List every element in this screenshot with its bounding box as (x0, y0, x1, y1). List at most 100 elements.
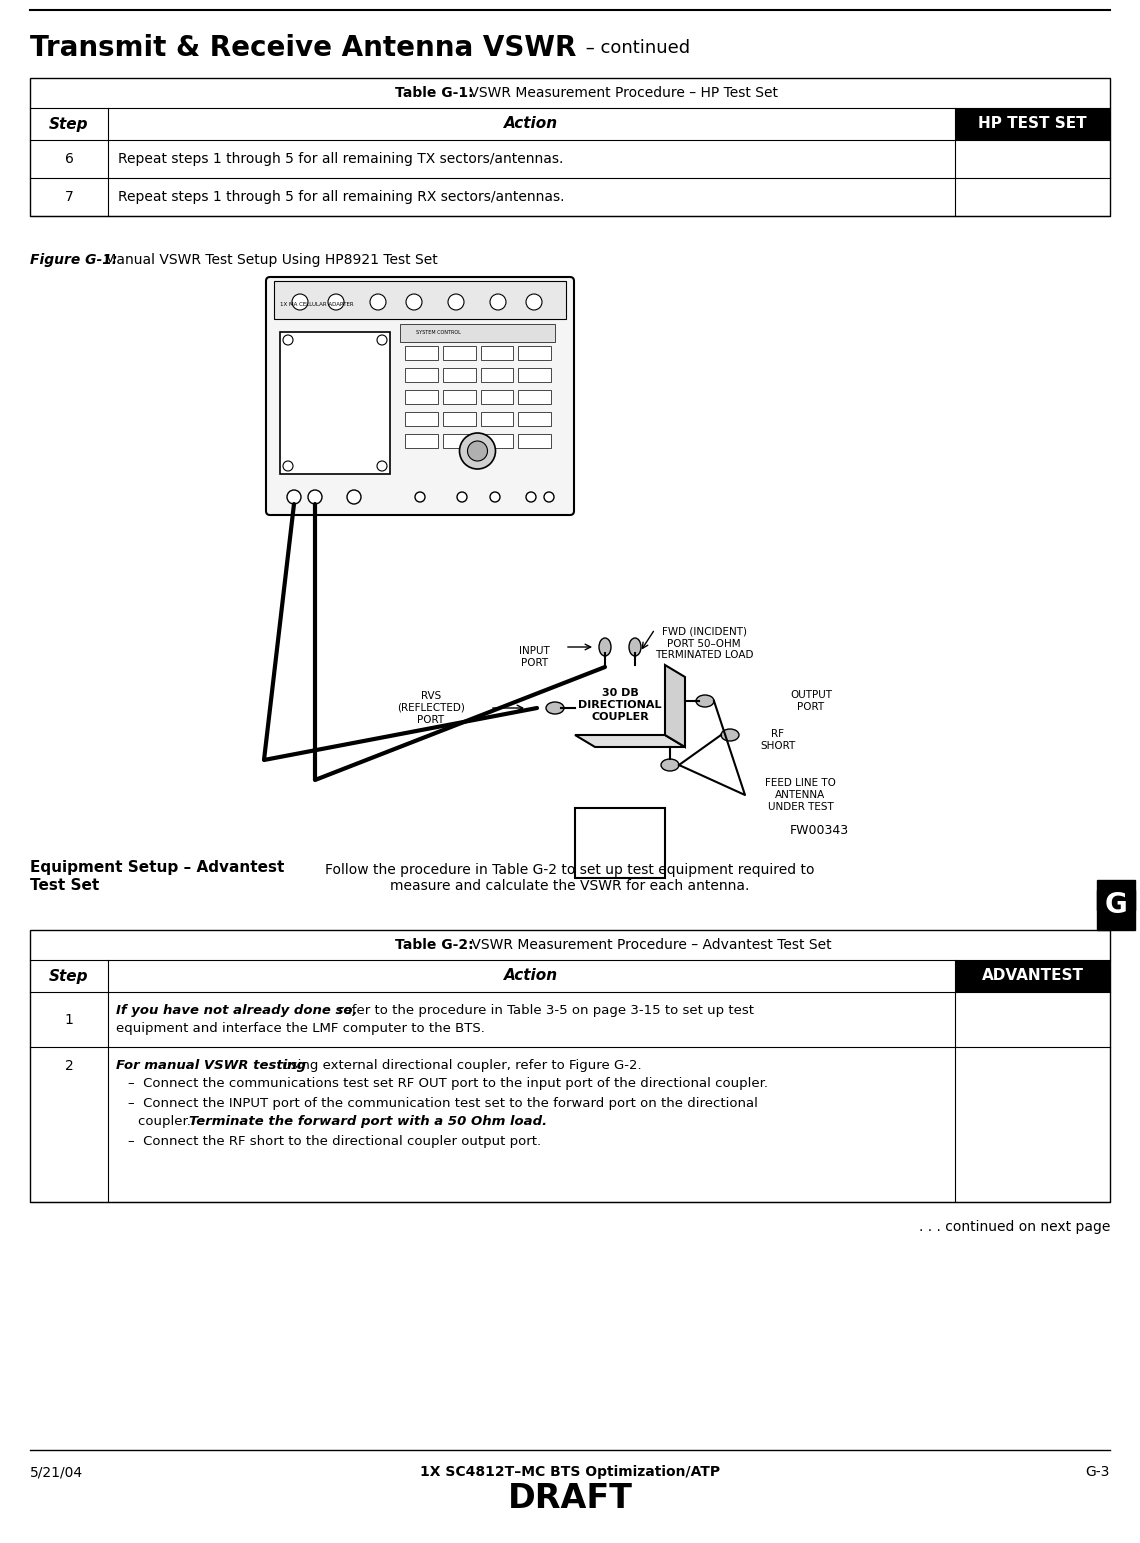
Circle shape (377, 461, 386, 471)
Circle shape (283, 461, 293, 471)
FancyBboxPatch shape (266, 278, 575, 515)
Bar (1097, 890, 1135, 910)
Circle shape (526, 295, 542, 310)
Circle shape (490, 492, 500, 501)
Ellipse shape (661, 759, 679, 772)
Bar (405, 390, 438, 404)
Text: Action: Action (504, 969, 559, 983)
Text: 1X MA CELLULAR ADAPTER: 1X MA CELLULAR ADAPTER (280, 301, 353, 307)
Text: OUTPUT
PORT: OUTPUT PORT (790, 690, 832, 711)
Bar (955, 108, 1110, 140)
Bar (442, 390, 475, 404)
Text: HP TEST SET: HP TEST SET (978, 117, 1086, 131)
Text: –  Connect the RF short to the directional coupler output port.: – Connect the RF short to the directiona… (128, 1136, 542, 1148)
Circle shape (283, 335, 293, 346)
Text: Terminate the forward port with a 50 Ohm load.: Terminate the forward port with a 50 Ohm… (189, 1116, 547, 1128)
Text: ADVANTEST: ADVANTEST (982, 969, 1083, 983)
Text: Repeat steps 1 through 5 for all remaining RX sectors/antennas.: Repeat steps 1 through 5 for all remaini… (119, 190, 564, 204)
Text: RF
SHORT: RF SHORT (760, 730, 796, 751)
Text: G-3: G-3 (1085, 1464, 1110, 1480)
Text: 6: 6 (65, 153, 73, 167)
Polygon shape (665, 665, 685, 747)
Text: Figure G-1:: Figure G-1: (30, 253, 117, 267)
Text: FWD (INCIDENT)
PORT 50–OHM
TERMINATED LOAD: FWD (INCIDENT) PORT 50–OHM TERMINATED LO… (656, 626, 754, 660)
Text: Table G-2:: Table G-2: (394, 938, 473, 952)
Bar (30, 79, 1110, 108)
Bar (405, 434, 438, 447)
Text: Step: Step (49, 969, 89, 983)
Text: equipment and interface the LMF computer to the BTS.: equipment and interface the LMF computer… (116, 1021, 484, 1035)
Bar (519, 412, 551, 426)
Text: Action: Action (504, 117, 559, 131)
Bar (480, 367, 513, 383)
Ellipse shape (720, 728, 739, 741)
Circle shape (292, 295, 308, 310)
Circle shape (370, 295, 386, 310)
Text: INPUT
PORT: INPUT PORT (519, 647, 549, 668)
Circle shape (377, 335, 386, 346)
Circle shape (544, 492, 554, 501)
Bar (280, 332, 390, 474)
Bar (480, 390, 513, 404)
Bar (519, 367, 551, 383)
Bar (405, 412, 438, 426)
Text: If you have not already done so,: If you have not already done so, (116, 1004, 358, 1017)
Circle shape (415, 492, 425, 501)
Bar (442, 434, 475, 447)
Text: measure and calculate the VSWR for each antenna.: measure and calculate the VSWR for each … (390, 880, 750, 893)
Text: Step: Step (49, 117, 89, 131)
Bar (442, 412, 475, 426)
Text: Test Set: Test Set (30, 878, 99, 893)
Text: Follow the procedure in Table G-2 to set up test equipment required to: Follow the procedure in Table G-2 to set… (325, 863, 815, 876)
Bar (519, 434, 551, 447)
Polygon shape (575, 809, 665, 878)
Circle shape (467, 441, 488, 461)
Bar (400, 324, 555, 343)
Bar (519, 346, 551, 360)
Text: VSWR Measurement Procedure – HP Test Set: VSWR Measurement Procedure – HP Test Set (465, 86, 777, 100)
Text: coupler.: coupler. (138, 1116, 195, 1128)
Text: FW00343: FW00343 (790, 824, 849, 836)
Circle shape (347, 491, 361, 505)
Bar (30, 930, 1110, 1202)
Bar (480, 412, 513, 426)
Text: 7: 7 (65, 190, 73, 204)
Bar (405, 367, 438, 383)
Ellipse shape (546, 702, 564, 714)
Text: –  Connect the communications test set RF OUT port to the input port of the dire: – Connect the communications test set RF… (128, 1077, 768, 1089)
Circle shape (526, 492, 536, 501)
Circle shape (328, 295, 344, 310)
Ellipse shape (697, 694, 714, 707)
Ellipse shape (598, 637, 611, 656)
Circle shape (406, 295, 422, 310)
Text: VSWR Measurement Procedure – Advantest Test Set: VSWR Measurement Procedure – Advantest T… (467, 938, 831, 952)
Circle shape (448, 295, 464, 310)
Text: Manual VSWR Test Setup Using HP8921 Test Set: Manual VSWR Test Setup Using HP8921 Test… (100, 253, 438, 267)
Text: using external directional coupler, refer to Figure G-2.: using external directional coupler, refe… (278, 1058, 642, 1072)
Text: FEED LINE TO
ANTENNA
UNDER TEST: FEED LINE TO ANTENNA UNDER TEST (765, 778, 836, 812)
Bar (442, 367, 475, 383)
Text: Equipment Setup – Advantest: Equipment Setup – Advantest (30, 859, 284, 875)
Text: Repeat steps 1 through 5 for all remaining TX sectors/antennas.: Repeat steps 1 through 5 for all remaini… (119, 153, 563, 167)
Bar (480, 346, 513, 360)
Text: Transmit & Receive Antenna VSWR: Transmit & Receive Antenna VSWR (30, 34, 577, 62)
Text: refer to the procedure in Table 3-5 on page 3-15 to set up test: refer to the procedure in Table 3-5 on p… (334, 1004, 754, 1017)
Text: – continued: – continued (580, 39, 690, 57)
Circle shape (287, 491, 301, 505)
Bar (274, 281, 565, 319)
Text: SYSTEM CONTROL: SYSTEM CONTROL (416, 330, 462, 335)
Text: 1: 1 (65, 1012, 73, 1026)
Text: For manual VSWR testing: For manual VSWR testing (116, 1058, 307, 1072)
Text: RVS
(REFLECTED)
PORT: RVS (REFLECTED) PORT (397, 691, 465, 725)
Polygon shape (575, 734, 685, 747)
Text: G: G (1105, 890, 1127, 920)
Circle shape (490, 295, 506, 310)
Bar (519, 390, 551, 404)
Text: DRAFT: DRAFT (507, 1481, 633, 1515)
Ellipse shape (629, 637, 641, 656)
Text: Table G-1:: Table G-1: (394, 86, 473, 100)
Bar (442, 346, 475, 360)
Text: 5/21/04: 5/21/04 (30, 1464, 83, 1480)
Text: –  Connect the INPUT port of the communication test set to the forward port on t: – Connect the INPUT port of the communic… (128, 1097, 758, 1109)
Text: 30 DB
DIRECTIONAL
COUPLER: 30 DB DIRECTIONAL COUPLER (578, 688, 661, 722)
